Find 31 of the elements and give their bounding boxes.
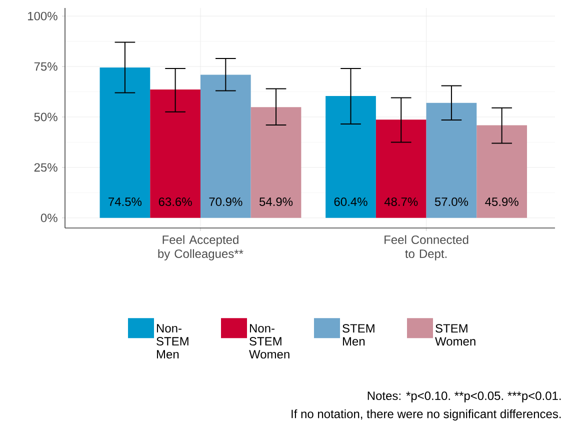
bar (250, 107, 302, 218)
bar (376, 120, 426, 218)
data-label: 57.0% (434, 198, 468, 206)
text: **p<0.05. (454, 392, 503, 402)
legend-label: STEM Men (342, 324, 374, 346)
text: ***p<0.01. (508, 392, 561, 402)
legend-label: Non-STEM Women (249, 324, 290, 359)
y-tick-label: 100% (28, 12, 58, 20)
bar (100, 68, 150, 218)
text: Notes: *p<0.10. (368, 392, 450, 402)
text: If no notation, there were no significant differences. (292, 409, 561, 421)
legend-label: STEM Women (435, 324, 476, 346)
x-tick-label: Feel Accepted by Colleagues** (158, 235, 244, 260)
bar (150, 90, 200, 218)
y-tick-label: 25% (34, 163, 58, 172)
data-label: 45.9% (485, 198, 518, 206)
y-tick-label: 0% (40, 214, 58, 222)
bar (200, 74, 251, 218)
x-tick-label: Feel Connected to Dept. (384, 235, 468, 260)
legend-label: Non-STEM Men (156, 324, 188, 359)
bar (326, 96, 376, 218)
data-label: 60.4% (334, 198, 368, 206)
data-label: 70.9% (209, 198, 242, 206)
data-label: 48.7% (384, 198, 418, 206)
bar (426, 102, 477, 218)
data-label: 74.5% (108, 198, 142, 206)
data-label: 63.6% (158, 198, 192, 206)
y-tick-label: 75% (34, 62, 58, 71)
data-label: 54.9% (259, 198, 293, 206)
y-tick-label: 50% (34, 112, 58, 122)
bar (476, 125, 527, 218)
